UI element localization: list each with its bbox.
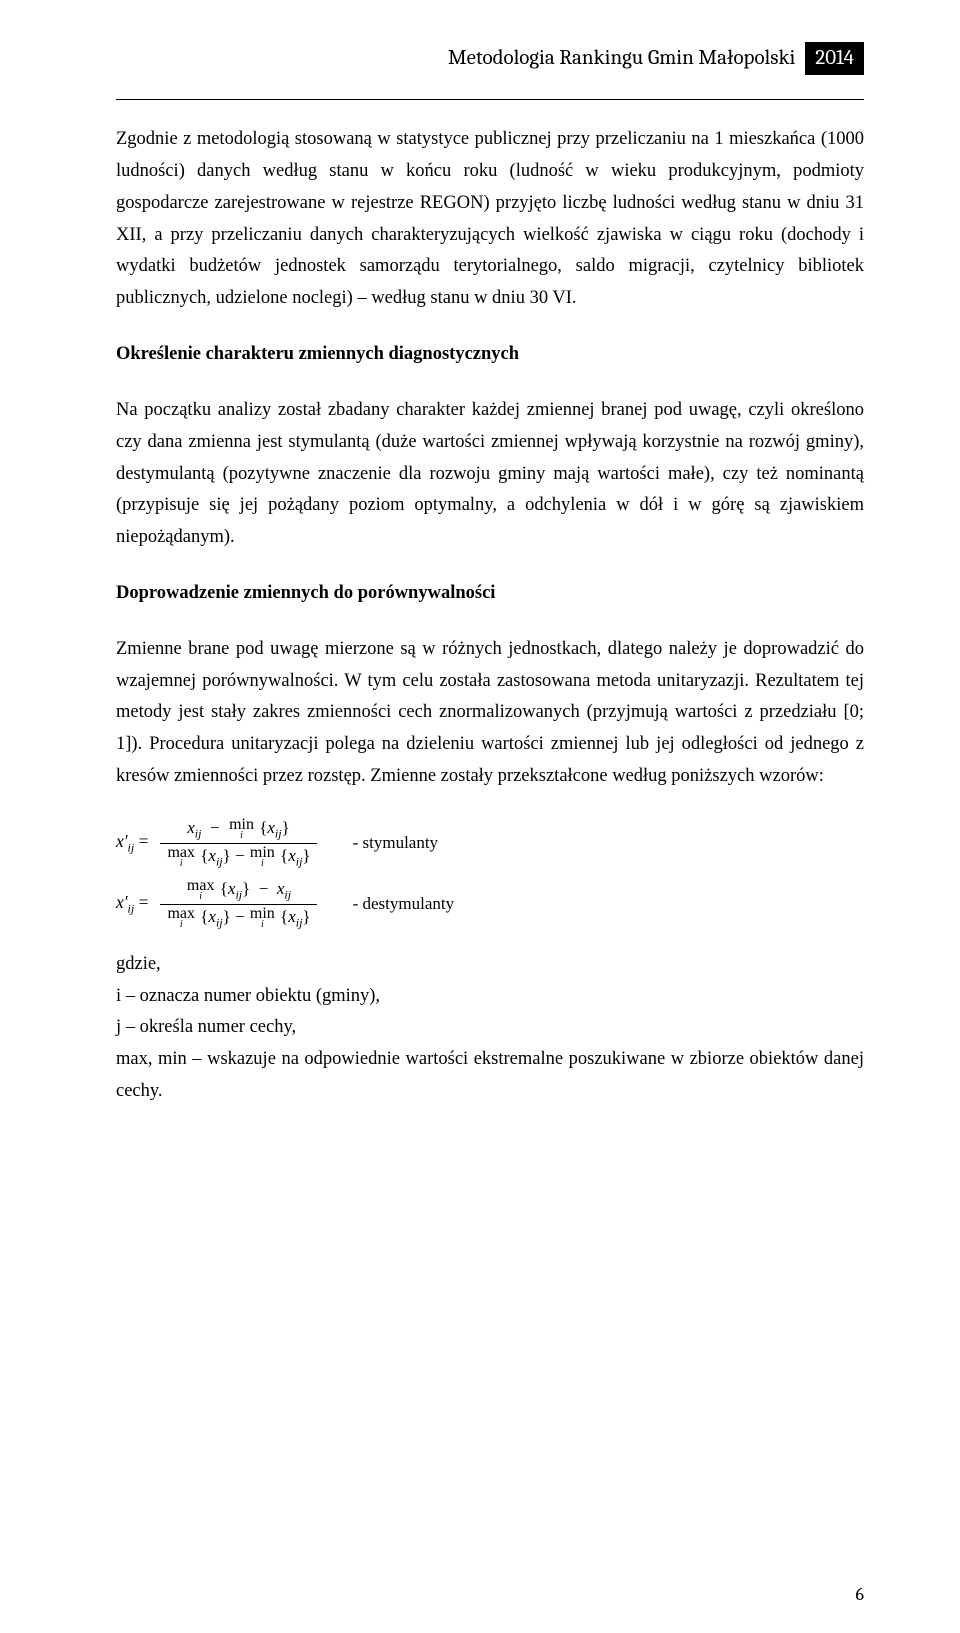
formula-block: x'ij = xij − mini {xij} maxi {xij} − min… xyxy=(116,817,864,931)
page-header: Metodologia Rankingu Gmin Małopolski 201… xyxy=(116,42,864,75)
fraction-numerator: xij − mini {xij} xyxy=(181,817,296,842)
where-line-4: max, min – wskazuje na odpowiednie warto… xyxy=(116,1044,864,1108)
sym-x: x xyxy=(187,818,195,837)
formula-label-stimulant: - stymulanty xyxy=(353,833,438,853)
page: Metodologia Rankingu Gmin Małopolski 201… xyxy=(0,0,960,1633)
fraction-denominator: maxi {xij} − mini {xij} xyxy=(160,845,316,870)
where-line-3: j – określa numer cechy, xyxy=(116,1012,864,1044)
op-sub2: i xyxy=(180,859,183,868)
max-operator2: maxi xyxy=(187,879,215,900)
min-operator2: mini xyxy=(250,846,275,867)
sym-x4: x xyxy=(288,846,296,865)
header-year-badge: 2014 xyxy=(805,42,864,75)
formula-xprime: x' xyxy=(116,831,128,851)
where-block: gdzie, i – oznacza numer obiektu (gminy)… xyxy=(116,949,864,1108)
formula-xprime2: x' xyxy=(116,892,128,912)
op-sub4: i xyxy=(199,892,202,901)
min-operator3: mini xyxy=(250,907,275,928)
formula-stimulant: x'ij = xij − mini {xij} maxi {xij} − min… xyxy=(116,817,864,870)
sym-x7: x xyxy=(208,907,216,926)
sym-ij7: ij xyxy=(216,915,223,929)
formula-eq: = xyxy=(139,831,149,851)
paragraph-diagnostic: Na początku analizy został zbadany chara… xyxy=(116,395,864,554)
fraction-numerator2: maxi {xij} − xij xyxy=(180,878,297,903)
op-sub3: i xyxy=(261,859,264,868)
where-line-1: gdzie, xyxy=(116,949,864,981)
sym-ij6: ij xyxy=(284,887,291,901)
heading-comparability: Doprowadzenie zmiennych do porównywalnoś… xyxy=(116,578,864,610)
header-title: Metodologia Rankingu Gmin Małopolski xyxy=(448,42,805,75)
formula-sub-ij: ij xyxy=(128,841,135,855)
sym-ij2: ij xyxy=(275,826,282,840)
heading-diagnostic: Określenie charakteru zmiennych diagnost… xyxy=(116,339,864,371)
fraction-denominator2: maxi {xij} − mini {xij} xyxy=(160,906,316,931)
min-operator: mini xyxy=(229,818,254,839)
formula-destimulant: x'ij = maxi {xij} − xij maxi {xij} − min… xyxy=(116,878,864,931)
formula-sub-ij2: ij xyxy=(128,902,135,916)
fraction: xij − mini {xij} maxi {xij} − mini {xij} xyxy=(160,817,316,870)
op-sub: i xyxy=(240,831,243,840)
max-operator3: maxi xyxy=(167,907,195,928)
max-operator: maxi xyxy=(167,846,195,867)
sym-ij: ij xyxy=(195,826,202,840)
op-sub6: i xyxy=(261,920,264,929)
op-sub5: i xyxy=(180,920,183,929)
formula-eq2: = xyxy=(139,892,149,912)
where-line-2: i – oznacza numer obiektu (gminy), xyxy=(116,981,864,1013)
sym-ij3: ij xyxy=(216,854,223,868)
sym-x2: x xyxy=(267,818,275,837)
sym-x3: x xyxy=(208,846,216,865)
formula-lhs-2: x'ij = xyxy=(116,892,148,917)
fraction-2: maxi {xij} − xij maxi {xij} − mini {xij} xyxy=(160,878,316,931)
formula-lhs: x'ij = xyxy=(116,831,148,856)
sym-x8: x xyxy=(288,907,296,926)
paragraph-intro: Zgodnie z metodologią stosowaną w statys… xyxy=(116,124,864,315)
header-divider xyxy=(116,99,864,100)
page-number: 6 xyxy=(856,1584,864,1605)
formula-label-destimulant: - destymulanty xyxy=(353,894,455,914)
paragraph-comparability: Zmienne brane pod uwagę mierzone są w ró… xyxy=(116,634,864,793)
